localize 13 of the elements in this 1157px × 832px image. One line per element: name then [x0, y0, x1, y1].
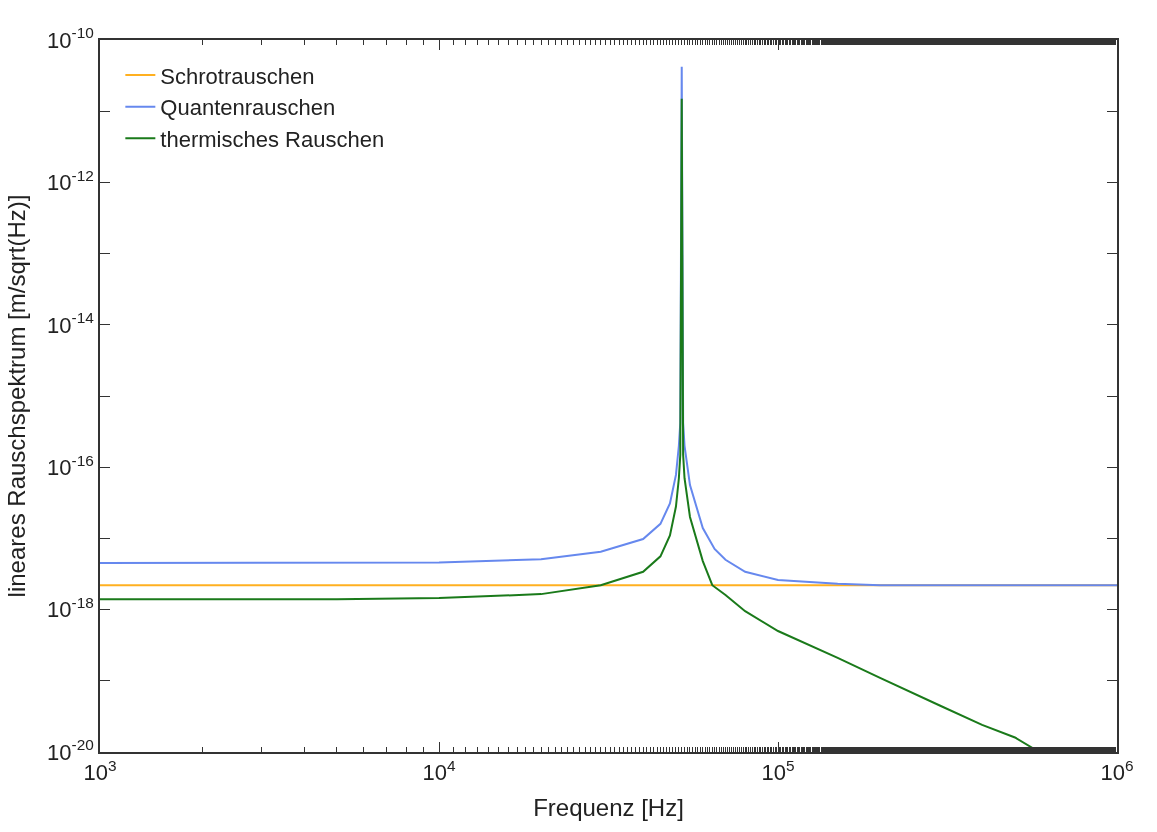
legend-label: Schrotrauschen	[160, 63, 315, 89]
y-tick-label: 10$^{-14}$	[47, 309, 95, 338]
x-tick-label: 10$^{6}$	[1100, 756, 1134, 786]
x-axis-title: Frequenz [Hz]	[533, 793, 684, 821]
y-tick-label: 10$^{-18}$	[47, 594, 94, 623]
legend-label: Quantenrauschen	[160, 95, 336, 121]
y-tick-label: 10$^{-10}$	[47, 24, 94, 53]
legend-label: thermisches Rauschen	[160, 126, 385, 152]
y-tick-label: 10$^{-12}$	[47, 166, 94, 196]
y-tick-label: 10$^{-16}$	[47, 451, 94, 480]
x-tick-label: 10$^{4}$	[422, 756, 456, 786]
y-axis-title: lineares Rauschspektrum [m/sqrt(Hz)]	[2, 194, 30, 598]
x-tick-label: 10$^{5}$	[761, 756, 795, 786]
